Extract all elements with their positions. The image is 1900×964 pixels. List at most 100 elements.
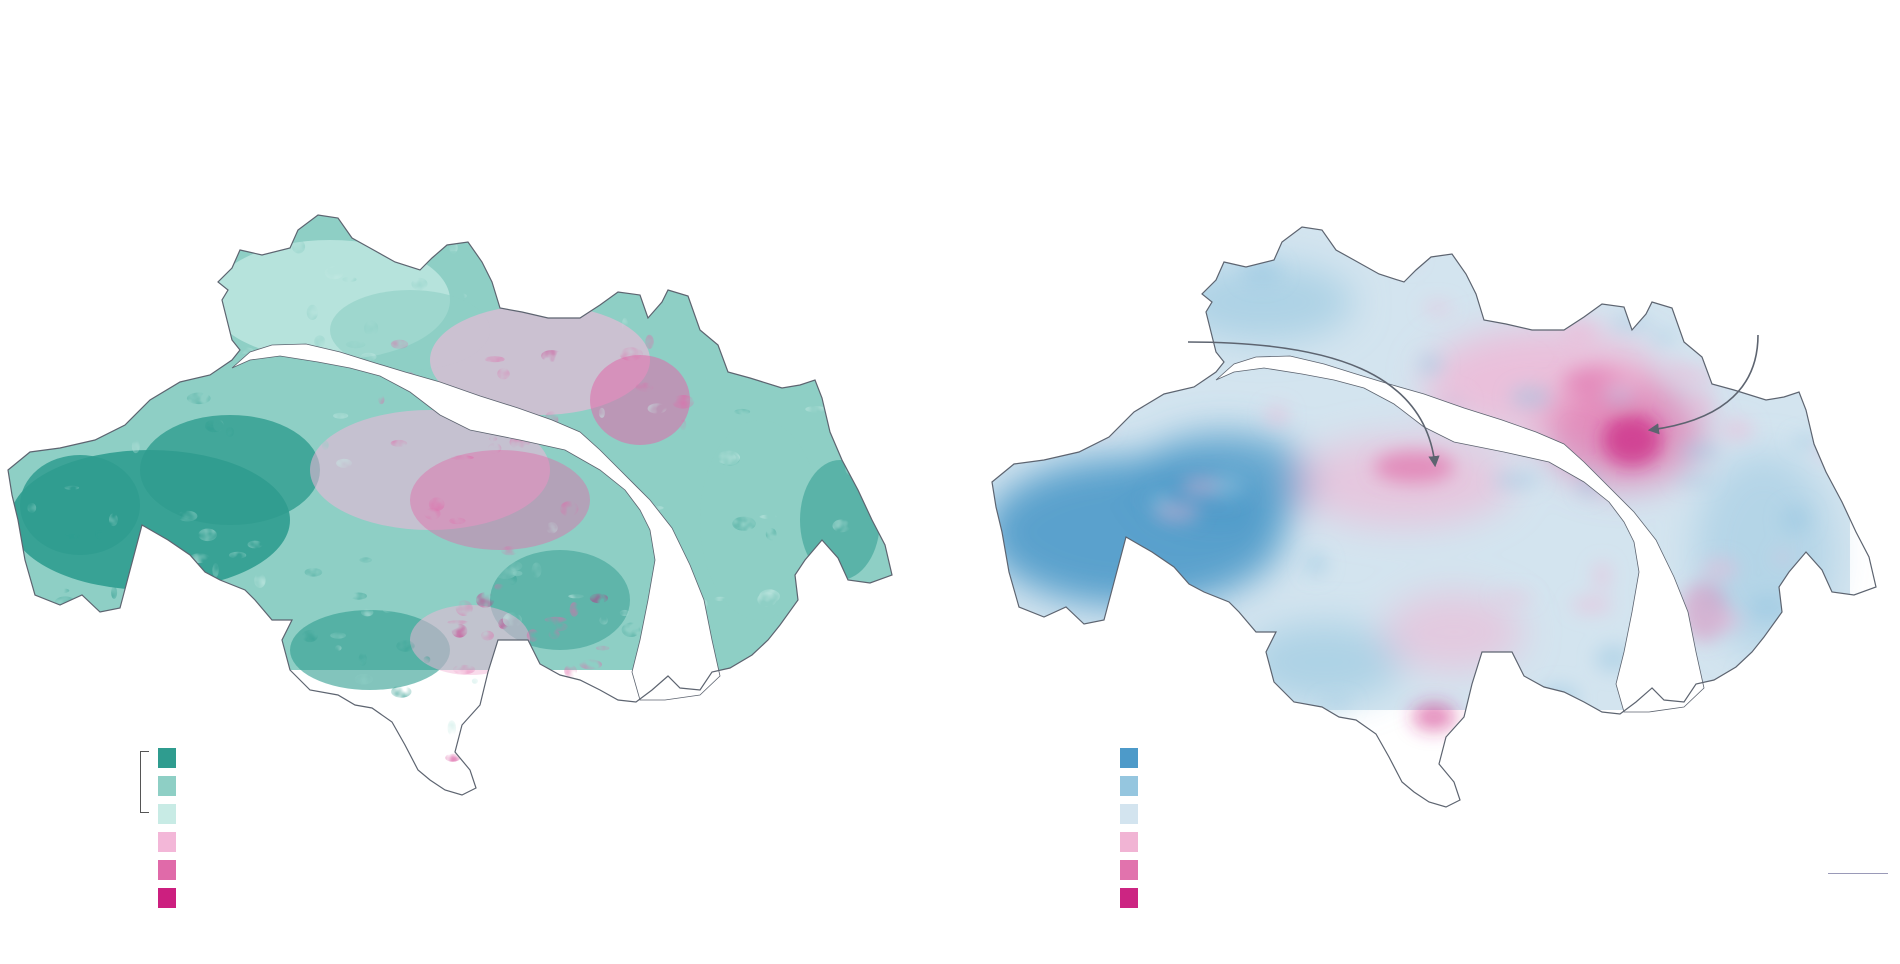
map-region [1610, 317, 1654, 330]
map-region [757, 592, 777, 607]
map-region [82, 639, 106, 655]
map-region [758, 664, 773, 674]
map-region [765, 684, 789, 697]
vegetation-legend [140, 748, 200, 908]
map-region [525, 226, 538, 236]
map-region [548, 622, 568, 632]
map-region [734, 333, 742, 349]
map-region [198, 528, 217, 542]
legend-swatch-temp-mild [1120, 804, 1138, 824]
map-region [1080, 357, 1116, 382]
map-region [84, 446, 109, 454]
map-region [1078, 413, 1112, 435]
map-region [140, 415, 320, 525]
map-region [797, 690, 807, 697]
map-region [481, 630, 494, 641]
map-region [296, 689, 315, 704]
map-region [93, 681, 106, 689]
map-region [1679, 265, 1722, 291]
map-region [487, 724, 511, 737]
map-region [289, 512, 308, 517]
map-region [1777, 656, 1802, 675]
map-region [833, 335, 857, 351]
map-region [619, 347, 643, 361]
map-region [1538, 684, 1580, 712]
map-region [521, 701, 541, 714]
map-region [221, 679, 232, 684]
map-region [831, 635, 851, 651]
map-region [1422, 301, 1454, 314]
map-region [176, 247, 192, 255]
map-region [166, 352, 186, 365]
map-region [166, 260, 185, 270]
map-region [753, 680, 769, 690]
map-region [247, 540, 263, 549]
map-region [546, 522, 558, 534]
vegetation-bracket [140, 751, 149, 813]
map-region [1108, 261, 1121, 281]
annotation-arrow-east [1647, 334, 1759, 435]
map-region [145, 715, 161, 725]
map-region [336, 458, 352, 468]
map-region [706, 760, 727, 767]
map-region [736, 755, 761, 772]
map-region [563, 300, 572, 316]
map-region [1539, 304, 1564, 325]
map-region [590, 355, 690, 445]
map-region [292, 239, 306, 254]
map-region [106, 389, 129, 403]
map-region [501, 546, 519, 556]
map-region [1679, 443, 1722, 460]
map-region [359, 557, 372, 563]
map-region [261, 230, 268, 242]
map-region [569, 602, 579, 617]
map-region [1509, 386, 1552, 409]
legend-swatch-temp-cold [1120, 748, 1138, 768]
map-region [451, 455, 474, 460]
map-region [800, 657, 816, 667]
map-region [1598, 756, 1640, 767]
map-region [759, 514, 777, 519]
legend-swatch-sealed-light [158, 832, 176, 852]
map-region [734, 262, 743, 272]
map-region [1418, 354, 1443, 374]
map-region [190, 590, 214, 599]
river-elbe [1215, 355, 1705, 713]
map-region [204, 246, 222, 256]
map-region [1722, 418, 1754, 441]
map-region [1702, 558, 1738, 580]
map-region [598, 407, 605, 418]
map-region [81, 679, 94, 689]
map-region [84, 228, 106, 243]
map-region [335, 603, 343, 612]
map-region [499, 641, 509, 652]
map-region [1384, 592, 1524, 672]
map-region [541, 350, 563, 362]
map-region [109, 513, 118, 527]
map-region [1685, 395, 1716, 414]
map-region [410, 450, 590, 550]
legend-swatch-temp-warm [1120, 832, 1138, 852]
map-region [1712, 610, 1743, 632]
map-region [337, 401, 346, 412]
map-region [526, 629, 539, 642]
map-region [259, 746, 268, 758]
map-region [354, 673, 374, 685]
map-region [324, 266, 344, 280]
temperature-legend [1120, 748, 1160, 908]
map-region [254, 573, 266, 588]
map-region [59, 588, 70, 593]
map-region [488, 443, 502, 454]
map-region [838, 712, 854, 724]
map-region [1721, 325, 1744, 340]
map-region [856, 331, 874, 347]
map-region [532, 278, 543, 290]
map-region [589, 593, 609, 604]
map-region [1305, 551, 1328, 577]
map-region [671, 395, 695, 409]
map-region [645, 334, 654, 349]
map-region [424, 508, 441, 520]
map-region [177, 510, 198, 522]
map-region [23, 293, 39, 299]
map-region [1602, 414, 1662, 466]
